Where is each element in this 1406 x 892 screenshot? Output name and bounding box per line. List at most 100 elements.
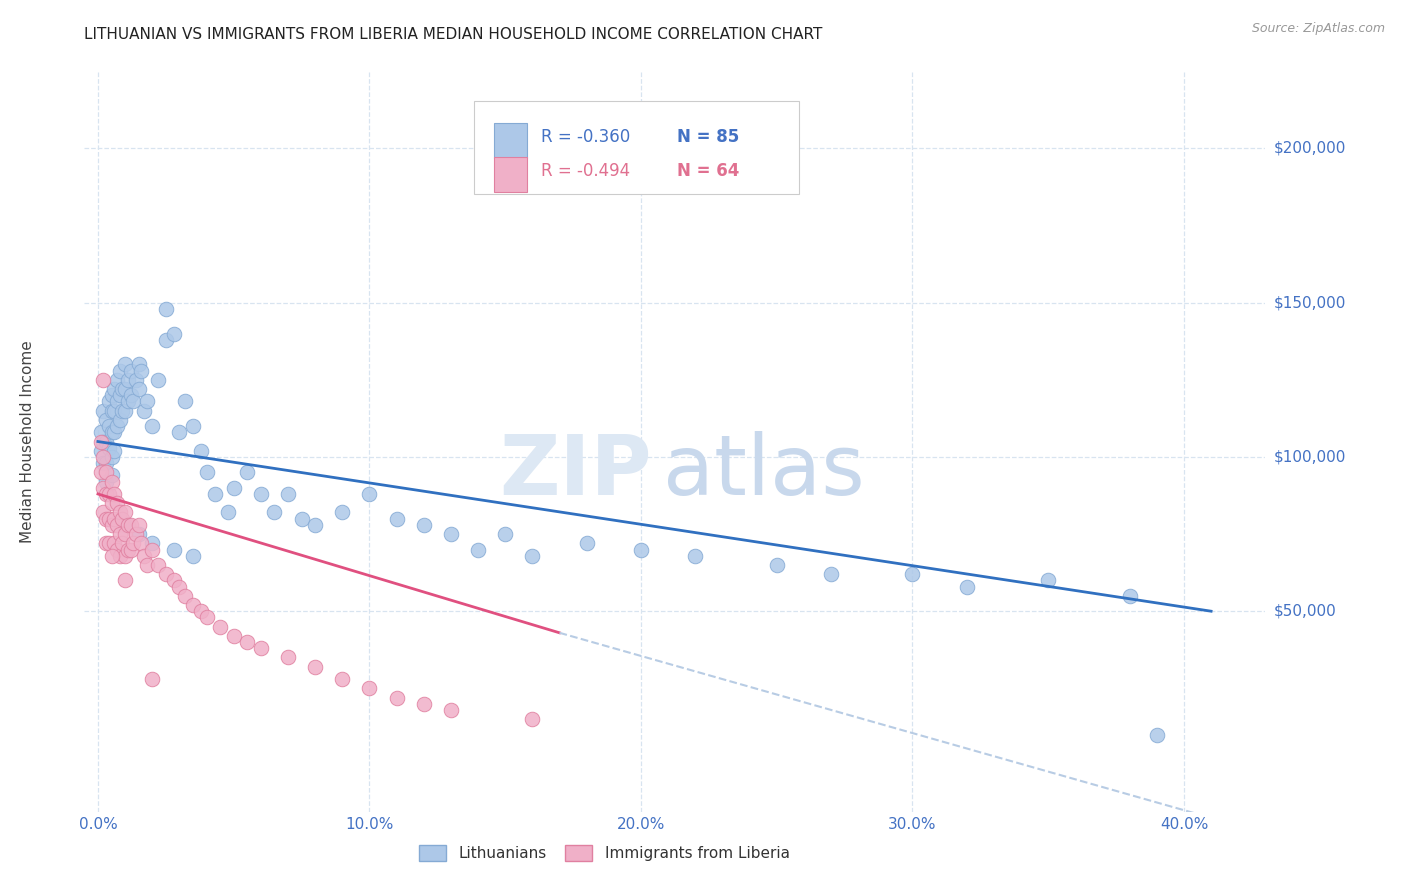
Point (117, 373, 139, 387)
Point (97, 441, 120, 455)
Text: $150,000: $150,000 (1274, 295, 1346, 310)
Point (103, 511, 125, 525)
Point (132, 403, 155, 417)
Point (94, 511, 117, 525)
Point (901, 567, 924, 582)
FancyBboxPatch shape (474, 101, 799, 194)
Point (108, 506, 131, 520)
Point (100, 517, 122, 532)
Point (163, 574, 186, 588)
Point (100, 496, 122, 510)
Bar (494, 123, 527, 158)
Point (103, 487, 125, 501)
Point (120, 363, 142, 377)
Point (132, 549, 155, 563)
Point (385, 511, 408, 525)
Text: LITHUANIAN VS IMMIGRANTS FROM LIBERIA MEDIAN HOUSEHOLD INCOME CORRELATION CHART: LITHUANIAN VS IMMIGRANTS FROM LIBERIA ME… (84, 27, 823, 42)
Point (236, 635, 259, 649)
Point (135, 394, 157, 409)
Point (146, 373, 169, 387)
Text: $200,000: $200,000 (1274, 141, 1346, 156)
Text: $50,000: $50,000 (1274, 604, 1336, 619)
Point (120, 517, 142, 532)
Point (97, 536, 120, 550)
Point (250, 641, 273, 656)
Point (190, 443, 212, 458)
Point (522, 549, 544, 563)
Point (94, 434, 117, 449)
Point (114, 358, 136, 372)
Point (173, 589, 195, 603)
Point (385, 690, 408, 705)
Point (290, 511, 312, 525)
Bar (494, 157, 527, 193)
Point (146, 558, 169, 572)
Point (304, 659, 326, 673)
Point (250, 487, 273, 501)
Point (277, 487, 299, 501)
Point (956, 580, 979, 594)
Text: N = 64: N = 64 (678, 162, 740, 180)
Point (128, 382, 150, 396)
Point (412, 517, 434, 532)
Point (93, 456, 115, 470)
Point (111, 382, 134, 396)
Point (114, 506, 136, 520)
Point (100, 388, 122, 402)
Point (128, 527, 150, 541)
Point (100, 450, 122, 464)
Point (100, 468, 122, 483)
Point (100, 475, 122, 489)
Point (169, 425, 191, 440)
Point (114, 517, 136, 532)
Point (122, 394, 145, 409)
Point (103, 443, 125, 458)
Point (94, 413, 117, 427)
Point (131, 536, 153, 550)
Text: Source: ZipAtlas.com: Source: ZipAtlas.com (1251, 22, 1385, 36)
Point (236, 466, 259, 480)
Point (222, 481, 245, 495)
Point (155, 333, 177, 347)
Point (90, 443, 112, 458)
Point (117, 542, 139, 557)
Point (141, 542, 163, 557)
Point (128, 358, 150, 372)
Text: Median Household Income: Median Household Income (20, 340, 35, 543)
Point (125, 527, 148, 541)
Point (209, 619, 232, 633)
Point (122, 536, 145, 550)
Point (173, 394, 195, 409)
Point (108, 527, 131, 541)
Text: R = -0.360: R = -0.360 (541, 128, 631, 146)
Point (105, 517, 128, 532)
Point (105, 373, 128, 387)
Point (108, 363, 131, 377)
Point (131, 363, 153, 377)
Point (141, 419, 163, 434)
Text: R = -0.494: R = -0.494 (541, 162, 630, 180)
Point (114, 549, 136, 563)
Point (467, 542, 489, 557)
Text: N = 85: N = 85 (678, 128, 740, 146)
Point (204, 487, 226, 501)
Point (105, 542, 128, 557)
Point (330, 506, 353, 520)
Point (97, 511, 120, 525)
Point (108, 549, 131, 563)
Point (111, 403, 134, 417)
Point (195, 466, 218, 480)
Point (105, 496, 128, 510)
Point (181, 419, 204, 434)
Point (190, 604, 212, 618)
Point (103, 382, 125, 396)
Point (90, 434, 112, 449)
Point (94, 475, 117, 489)
Point (522, 712, 544, 726)
Point (181, 598, 204, 612)
Point (141, 672, 163, 686)
Point (494, 527, 516, 541)
Text: $100,000: $100,000 (1274, 450, 1346, 465)
Legend: Lithuanians, Immigrants from Liberia: Lithuanians, Immigrants from Liberia (412, 838, 796, 867)
Point (108, 388, 131, 402)
